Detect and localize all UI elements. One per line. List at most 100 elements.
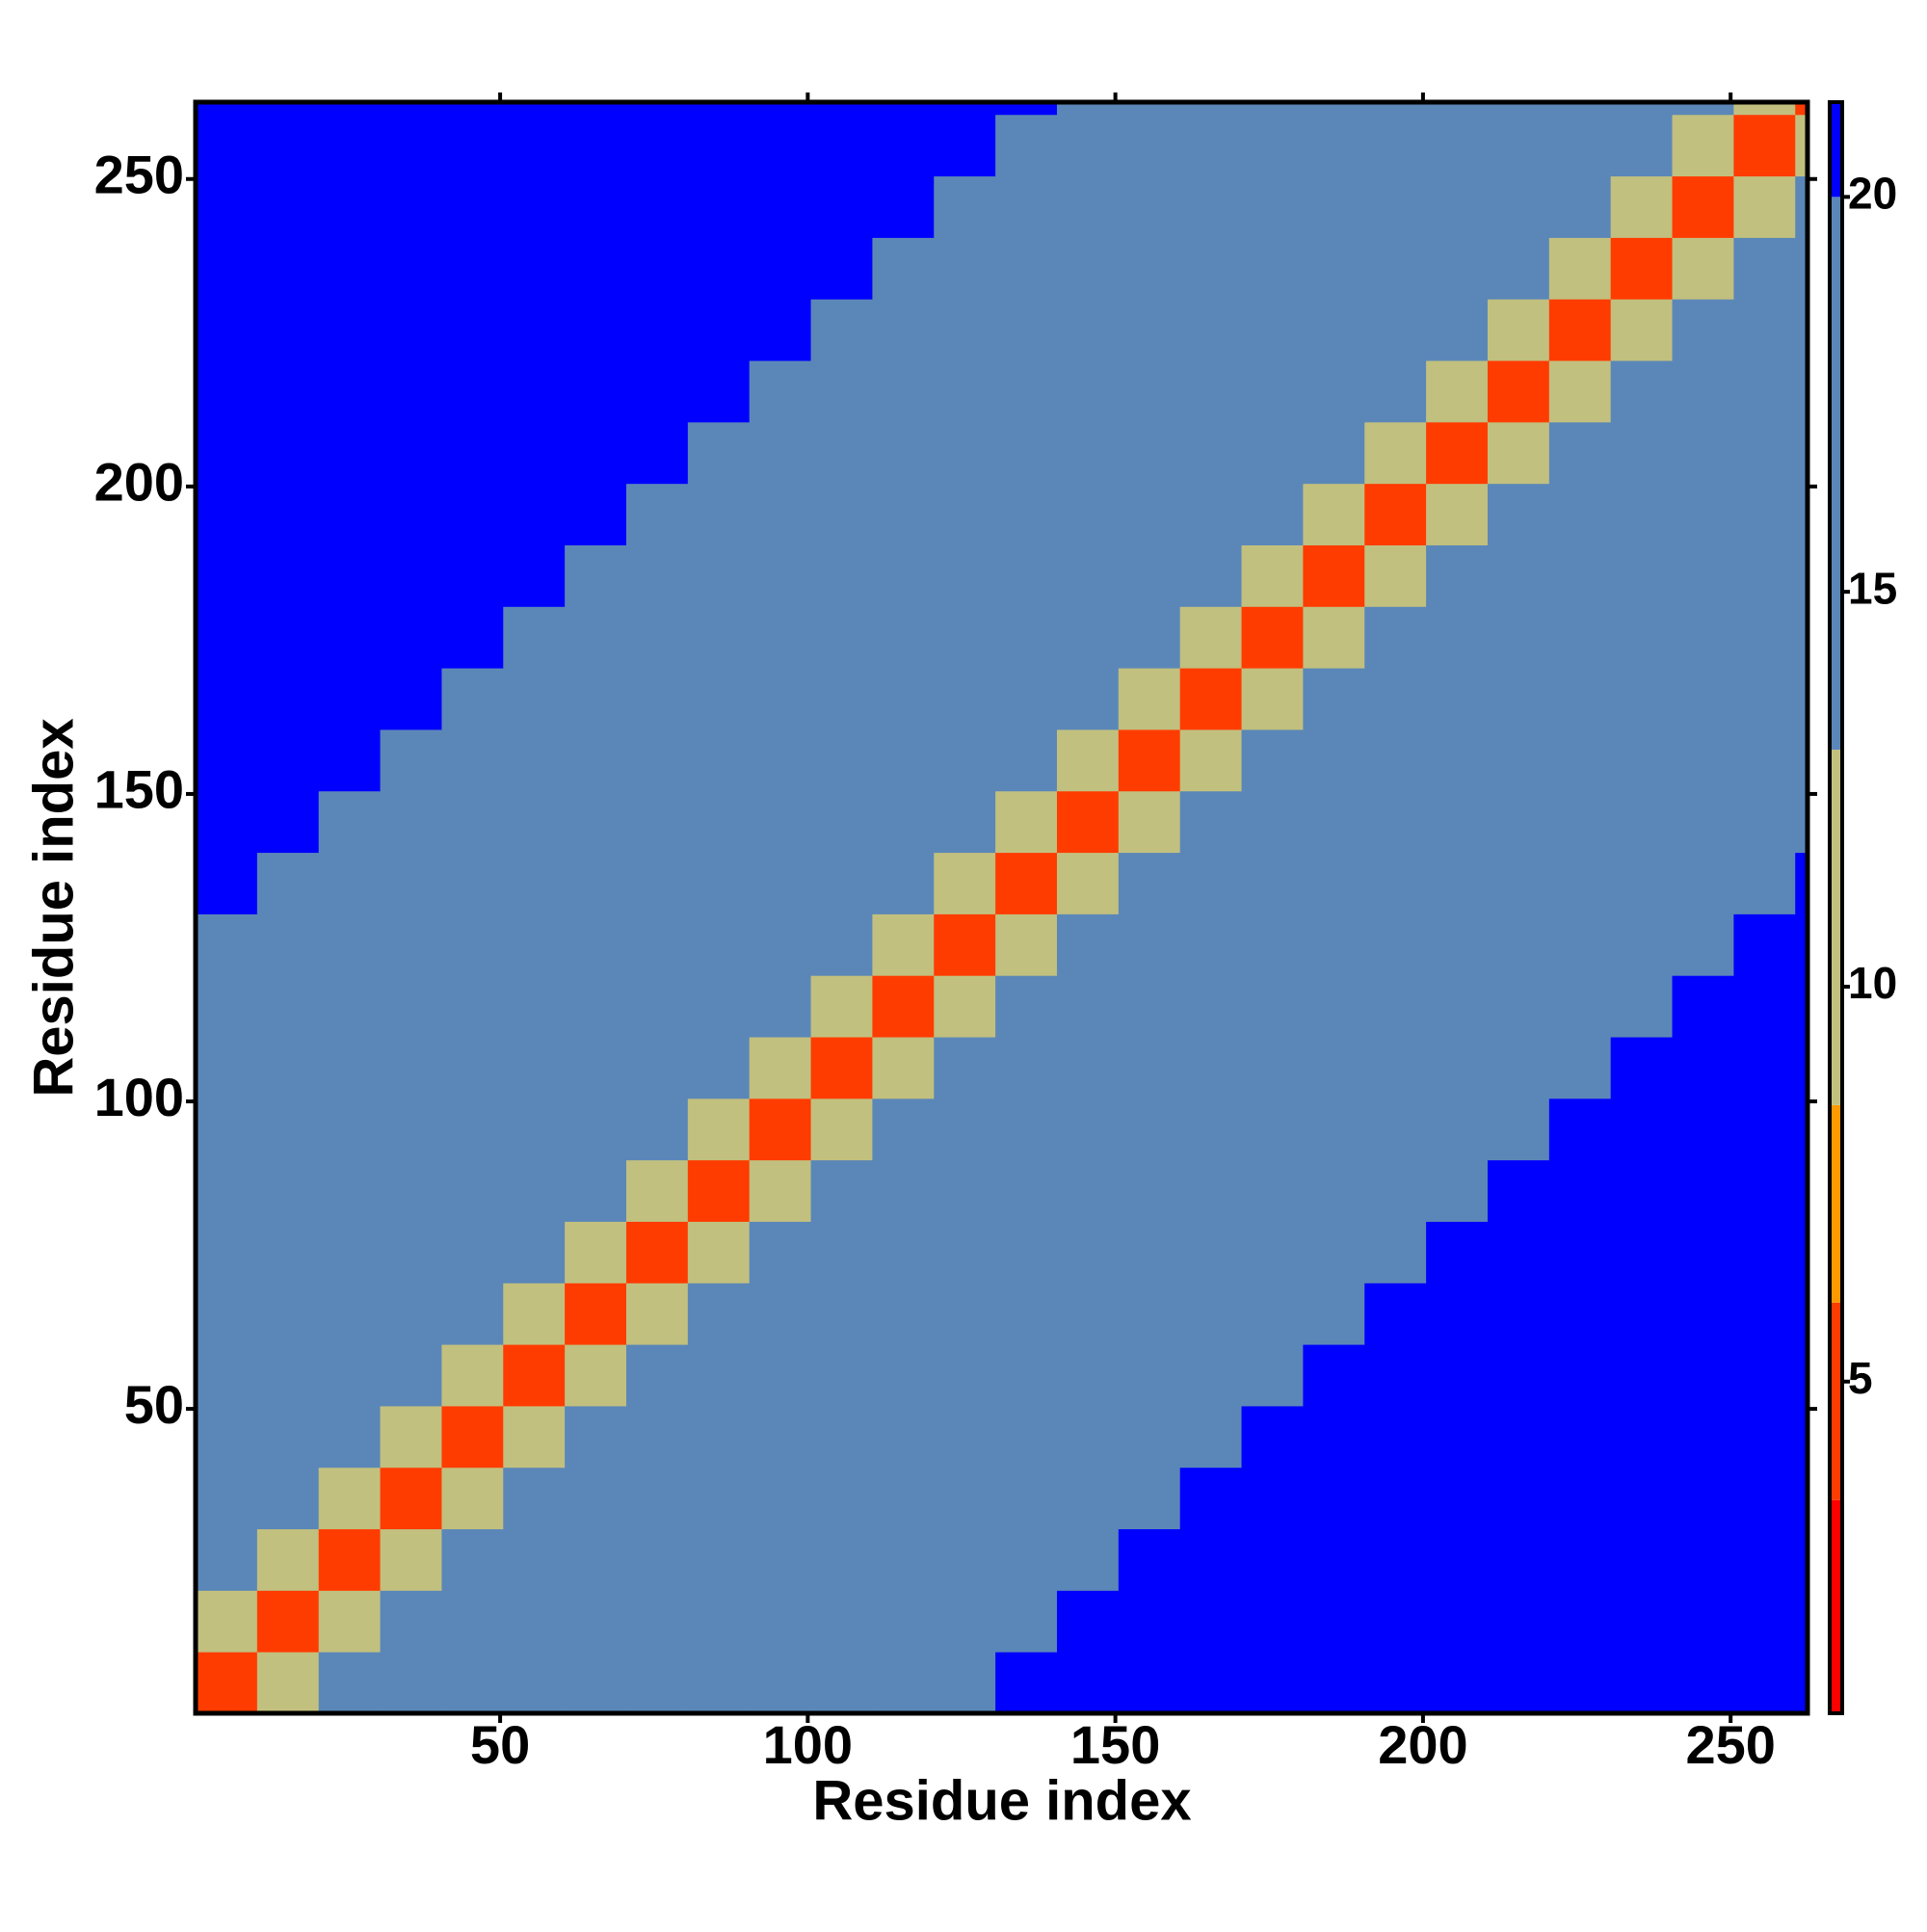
heatmap-cell	[1672, 668, 1734, 730]
heatmap-cell	[441, 1283, 504, 1345]
heatmap-cell	[380, 175, 442, 238]
heatmap-cell	[1795, 175, 1808, 238]
heatmap-cell	[380, 114, 442, 177]
heatmap-cell	[1548, 1159, 1612, 1222]
heatmap-cell	[503, 114, 566, 177]
heatmap-cell	[256, 237, 320, 300]
heatmap-cell	[1179, 1037, 1243, 1099]
heatmap-cell	[441, 668, 504, 730]
heatmap-cell	[872, 1098, 935, 1161]
heatmap-cell	[1610, 237, 1674, 300]
heatmap-cell	[196, 237, 258, 300]
colorbar-tick-label: 10	[1848, 958, 1897, 1008]
heatmap-cell	[565, 975, 627, 1038]
heatmap-cell	[1179, 790, 1243, 854]
heatmap-cell	[749, 360, 812, 423]
heatmap-cell	[256, 299, 320, 361]
heatmap-cell	[934, 1159, 996, 1222]
heatmap-cell	[934, 852, 996, 914]
heatmap-cell	[1733, 114, 1796, 177]
heatmap-cell	[1548, 1037, 1612, 1099]
heatmap-cell	[503, 852, 566, 914]
heatmap-cell	[1672, 1344, 1734, 1407]
heatmap-cell	[1426, 1590, 1489, 1653]
heatmap-cell	[1610, 668, 1674, 730]
heatmap-cell	[503, 1221, 566, 1284]
heatmap-cell	[872, 544, 935, 607]
heatmap-cell	[565, 360, 627, 423]
heatmap-cell	[1548, 1590, 1612, 1653]
heatmap-cell	[1179, 1405, 1243, 1469]
heatmap-cell	[1056, 237, 1120, 300]
heatmap-cell	[318, 299, 382, 361]
heatmap-cell	[565, 299, 627, 361]
heatmap-cell	[1118, 1221, 1181, 1284]
heatmap-cell	[1795, 1467, 1808, 1530]
heatmap-cell	[810, 1159, 873, 1222]
heatmap-cell	[872, 237, 935, 300]
heatmap-cell	[1733, 1467, 1796, 1530]
heatmap-cell	[318, 1283, 382, 1345]
heatmap-cell	[380, 728, 442, 792]
heatmap-cell	[810, 668, 873, 730]
heatmap-cell	[1303, 975, 1365, 1038]
heatmap-cell	[687, 421, 751, 485]
heatmap-cell	[687, 790, 751, 854]
heatmap-cell	[1426, 852, 1489, 914]
heatmap-cell	[749, 483, 812, 545]
heatmap-cell	[687, 975, 751, 1038]
heatmap-cell	[1056, 852, 1120, 914]
heatmap-cell	[1179, 728, 1243, 792]
heatmap-cell	[810, 483, 873, 545]
heatmap-cell	[1426, 913, 1489, 976]
heatmap-cell	[1118, 114, 1181, 177]
heatmap-cell	[1548, 114, 1612, 177]
heatmap-cell	[1548, 1283, 1612, 1345]
heatmap-cell	[256, 1405, 320, 1469]
heatmap-cell	[1733, 299, 1796, 361]
heatmap-cell	[1487, 1221, 1550, 1284]
heatmap-cell	[565, 102, 627, 116]
heatmap-cell	[995, 237, 1058, 300]
heatmap-cell	[625, 483, 689, 545]
heatmap-cell	[1118, 1344, 1181, 1407]
heatmap-cell	[1118, 237, 1181, 300]
heatmap-cell	[1241, 606, 1304, 669]
heatmap-cell	[1056, 1652, 1120, 1714]
heatmap-cell	[995, 544, 1058, 607]
heatmap-cell	[196, 102, 258, 116]
heatmap-cell	[1118, 544, 1181, 607]
heatmap-cell	[1672, 606, 1734, 669]
heatmap-cell	[1548, 1405, 1612, 1469]
heatmap-cell	[565, 913, 627, 976]
heatmap-cell	[872, 1037, 935, 1099]
heatmap-cell	[1303, 1344, 1365, 1407]
heatmap-cell	[1056, 1528, 1120, 1591]
heatmap-cell	[503, 1159, 566, 1222]
heatmap-cell	[1795, 1528, 1808, 1591]
colorbar-tick-label: 5	[1848, 1353, 1873, 1403]
heatmap-cell	[1303, 1405, 1365, 1469]
heatmap-cell	[810, 421, 873, 485]
heatmap-cell	[1179, 544, 1243, 607]
heatmap-cell	[1364, 606, 1427, 669]
heatmap-cell	[810, 114, 873, 177]
heatmap-cell	[1672, 1405, 1734, 1469]
heatmap-cell	[196, 1405, 258, 1469]
heatmap-cell	[1179, 102, 1243, 116]
heatmap-cell	[1118, 360, 1181, 423]
heatmap-cell	[749, 1467, 812, 1530]
heatmap-cell	[380, 1652, 442, 1714]
heatmap-cell	[1548, 852, 1612, 914]
heatmap-cell	[810, 975, 873, 1038]
heatmap-cell	[687, 360, 751, 423]
heatmap-cell	[1610, 1590, 1674, 1653]
heatmap-cell	[1056, 1405, 1120, 1469]
heatmap-cell	[995, 175, 1058, 238]
heatmap-cell	[1426, 421, 1489, 485]
colorbar-band	[1830, 197, 1842, 751]
heatmap-cell	[1364, 1037, 1427, 1099]
heatmap-cell	[565, 1405, 627, 1469]
y-axis-title: Residue index	[22, 718, 85, 1097]
heatmap-cell	[1179, 913, 1243, 976]
